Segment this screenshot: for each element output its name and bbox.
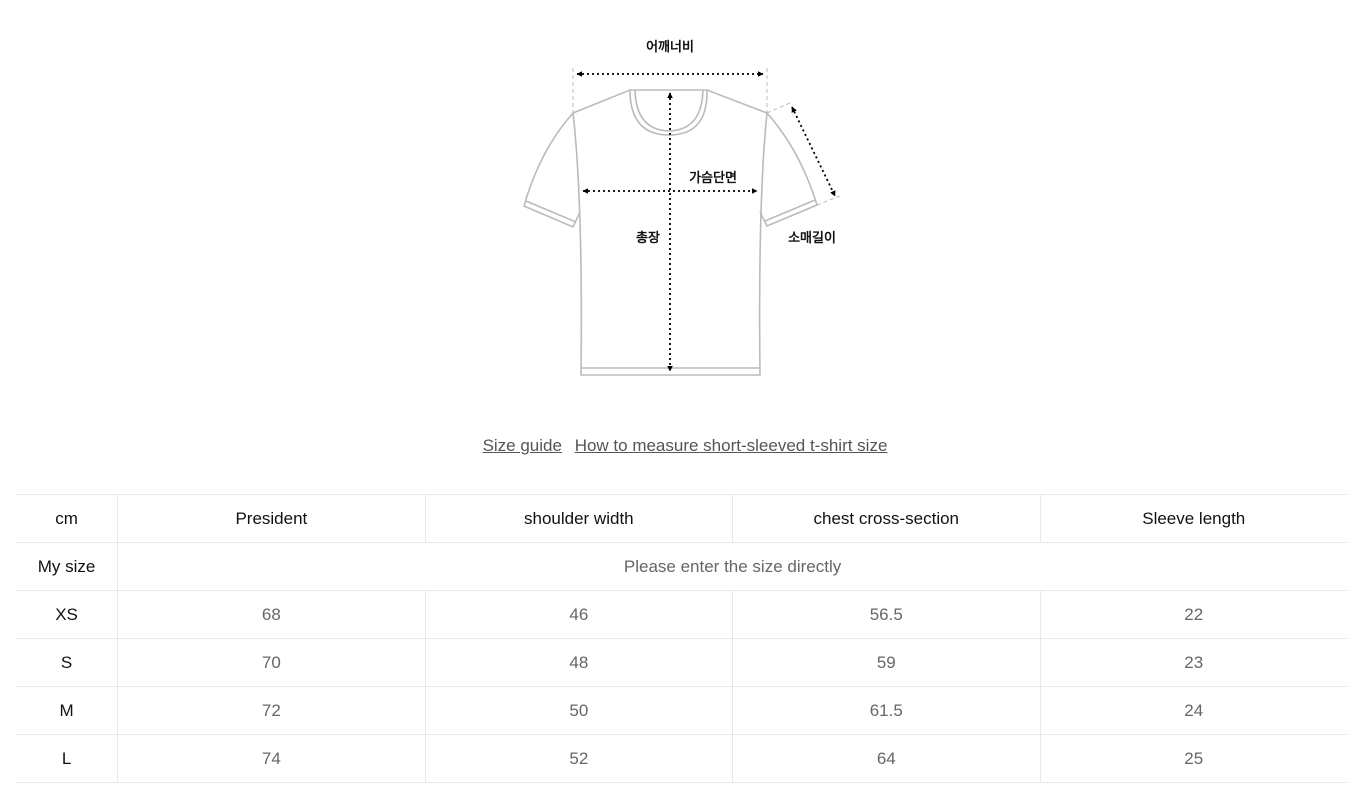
table-row: XS 68 46 56.5 22: [16, 590, 1347, 639]
length-label: 총장: [636, 231, 660, 246]
cell: 68: [117, 590, 426, 639]
cell: 52: [424, 734, 734, 783]
table-row: S 70 48 59 23: [16, 638, 1347, 687]
cell: 25: [1039, 734, 1347, 783]
cell: 56.5: [732, 590, 1041, 639]
header-sleeve: Sleeve length: [1039, 494, 1347, 543]
table-row: M 72 50 61.5 24: [16, 686, 1347, 735]
tshirt-measurement-diagram: [523, 68, 841, 376]
table-header-row: cm President shoulder width chest cross-…: [16, 494, 1347, 543]
guide-links: Size guide How to measure short-sleeved …: [0, 436, 1370, 456]
cell: 46: [424, 590, 734, 639]
cell: 23: [1039, 638, 1347, 687]
cell: 59: [732, 638, 1041, 687]
header-length: President: [117, 494, 426, 543]
my-size-label: My size: [16, 542, 119, 591]
header-shoulder: shoulder width: [424, 494, 734, 543]
chest-label: 가슴단면: [689, 171, 737, 186]
cell: 61.5: [732, 686, 1041, 735]
shoulder-label: 어깨너비: [646, 40, 694, 55]
size-guide-link[interactable]: Size guide: [482, 436, 562, 455]
cell: 24: [1039, 686, 1347, 735]
header-chest: chest cross-section: [732, 494, 1041, 543]
sleeve-label: 소매길이: [788, 231, 836, 246]
how-to-measure-link[interactable]: How to measure short-sleeved t-shirt siz…: [574, 436, 888, 455]
my-size-input[interactable]: Please enter the size directly: [117, 542, 1347, 591]
size-label: L: [16, 734, 119, 783]
size-label: M: [16, 686, 119, 735]
size-table: cm President shoulder width chest cross-…: [16, 494, 1347, 783]
cell: 72: [117, 686, 426, 735]
size-label: XS: [16, 590, 119, 639]
cell: 22: [1039, 590, 1347, 639]
my-size-row: My size Please enter the size directly: [16, 542, 1347, 591]
sleeve-arrow: [791, 106, 836, 197]
cell: 70: [117, 638, 426, 687]
cell: 64: [732, 734, 1041, 783]
table-row: L 74 52 64 25: [16, 734, 1347, 783]
cell: 74: [117, 734, 426, 783]
tshirt-outline: [523, 89, 818, 376]
header-unit: cm: [16, 494, 119, 543]
cell: 50: [424, 686, 734, 735]
cell: 48: [424, 638, 734, 687]
size-label: S: [16, 638, 119, 687]
